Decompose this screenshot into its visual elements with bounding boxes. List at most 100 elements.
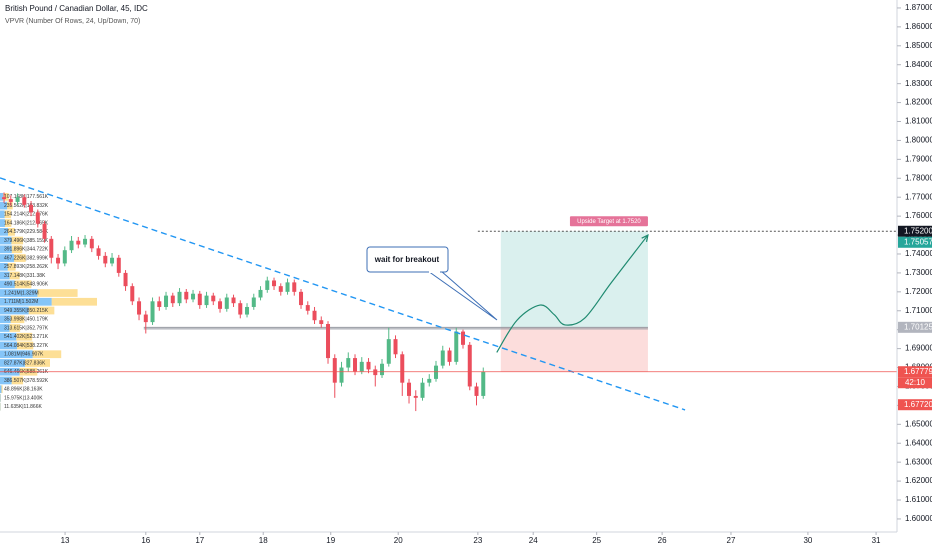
indicator-label: VPVR (Number Of Rows, 24, Up/Down, 70) (5, 18, 140, 25)
candle-body (130, 286, 135, 302)
candle-body (150, 301, 155, 323)
vpvr-up-bar (0, 236, 12, 245)
candle-body (191, 293, 196, 300)
y-tick-label: 1.81000 (905, 117, 932, 126)
vpvr-label: 264.579K|229.584K (4, 229, 49, 235)
candle-body (177, 291, 182, 304)
candle-body (238, 303, 243, 315)
vpvr-up-bar (0, 315, 11, 324)
x-tick-label: 18 (259, 536, 268, 545)
y-tick-label: 1.73000 (905, 268, 932, 277)
vpvr-down-bar (14, 254, 26, 262)
candle-body (224, 297, 229, 309)
price-tag-label: 1.67720 (904, 400, 932, 409)
x-tick-label: 13 (61, 536, 70, 545)
y-tick-label: 1.65000 (905, 419, 932, 428)
candle-body (35, 212, 40, 224)
x-tick-label: 16 (141, 536, 150, 545)
candle-body (170, 295, 175, 304)
vpvr-label: 1.241M|1.329M (4, 290, 39, 296)
vpvr-down-bar (51, 297, 97, 306)
y-tick-label: 1.82000 (905, 98, 932, 107)
position-loss-zone (500, 327, 648, 372)
candle-body (285, 282, 290, 292)
vpvr-down-bar (37, 289, 78, 297)
target-label-box (569, 216, 648, 227)
chart-title: British Pound / Canadian Dollar, 45, IDC (5, 4, 148, 13)
vpvr-down-bar (32, 350, 62, 359)
vpvr-label: 257.893K|258.262K (4, 264, 49, 270)
projection-arrowhead (641, 233, 649, 243)
x-tick-label: 25 (592, 536, 601, 545)
candle-body (164, 295, 169, 307)
vpvr-down-bar (1, 385, 3, 394)
candle-body (15, 197, 20, 202)
trendline (0, 177, 686, 411)
candle-body (353, 358, 358, 372)
candle-body (440, 350, 445, 366)
candle-body (62, 250, 67, 264)
candle-body (272, 280, 277, 287)
vpvr-down-bar (9, 271, 20, 280)
vpvr-down-bar (9, 324, 21, 332)
target-label: Upside Target at 1.7520 (577, 219, 641, 225)
candle-body (211, 295, 216, 302)
x-tick-label: 26 (658, 536, 667, 545)
vpvr-down-bar (24, 359, 50, 367)
vpvr-label: 1.081M|946.907K (4, 352, 44, 358)
vpvr-down-bar (14, 280, 32, 289)
candle-body (420, 382, 425, 398)
plot-area: 107.168K|177.561K 235.562K|183.832K 154.21… (0, 177, 897, 412)
position-profit-zone (500, 231, 648, 328)
vpvr-up-bar (0, 376, 12, 385)
y-tick-label: 1.76000 (905, 211, 932, 220)
vpvr-up-bar (0, 192, 4, 201)
candle-body (400, 354, 405, 383)
y-tick-label: 1.69000 (905, 344, 932, 353)
vpvr-up-bar (0, 210, 5, 219)
callout-box (366, 246, 449, 273)
vpvr-up-bar (0, 332, 17, 341)
vpvr-down-bar (3, 192, 9, 201)
candle-body (359, 361, 364, 372)
y-tick-label: 1.83000 (905, 79, 932, 88)
x-tick-label: 17 (195, 536, 204, 545)
candle-body (427, 378, 432, 383)
vpvr-up-bar (0, 219, 5, 227)
candle-body (312, 310, 317, 321)
price-tag-label: 1.70125 (904, 322, 932, 331)
candle-body (413, 395, 418, 398)
y-tick-label: 1.77000 (905, 192, 932, 201)
candle-body (42, 223, 47, 239)
candle-body (326, 324, 331, 359)
vpvr-label: 391.896K|344.722K (4, 247, 49, 253)
callout: wait for breakout (366, 246, 498, 321)
x-tick-label: 27 (727, 536, 736, 545)
vpvr-label: 353.998K|450.179K (4, 317, 49, 323)
candle-body (467, 344, 472, 387)
vpvr-up-bar (0, 289, 38, 297)
vpvr-up-bar (0, 254, 15, 262)
candle-body (29, 204, 34, 213)
y-tick-label: 1.79000 (905, 154, 932, 163)
candle-body (447, 350, 452, 362)
vpvr-up-bar (0, 385, 2, 394)
vpvr-down-bar (4, 219, 12, 227)
y-tick-label: 1.87000 (905, 3, 932, 12)
vpvr-label: 467.226K|382.999K (4, 255, 49, 261)
candle-body (184, 291, 189, 300)
candle-body (56, 257, 61, 264)
y-tick-label: 1.80000 (905, 136, 932, 145)
candle-body (116, 257, 121, 273)
candle-body (69, 240, 74, 251)
vpvr-up-bar (0, 271, 10, 280)
candle-body (305, 305, 310, 311)
candle-body (366, 361, 371, 370)
vpvr-down-bar (11, 245, 23, 254)
vpvr-label: 48.896K|38.163K (4, 387, 43, 393)
y-tick-label: 1.86000 (905, 22, 932, 31)
candle-body (393, 339, 398, 355)
candle-body (123, 272, 128, 287)
candle-body (22, 197, 27, 205)
